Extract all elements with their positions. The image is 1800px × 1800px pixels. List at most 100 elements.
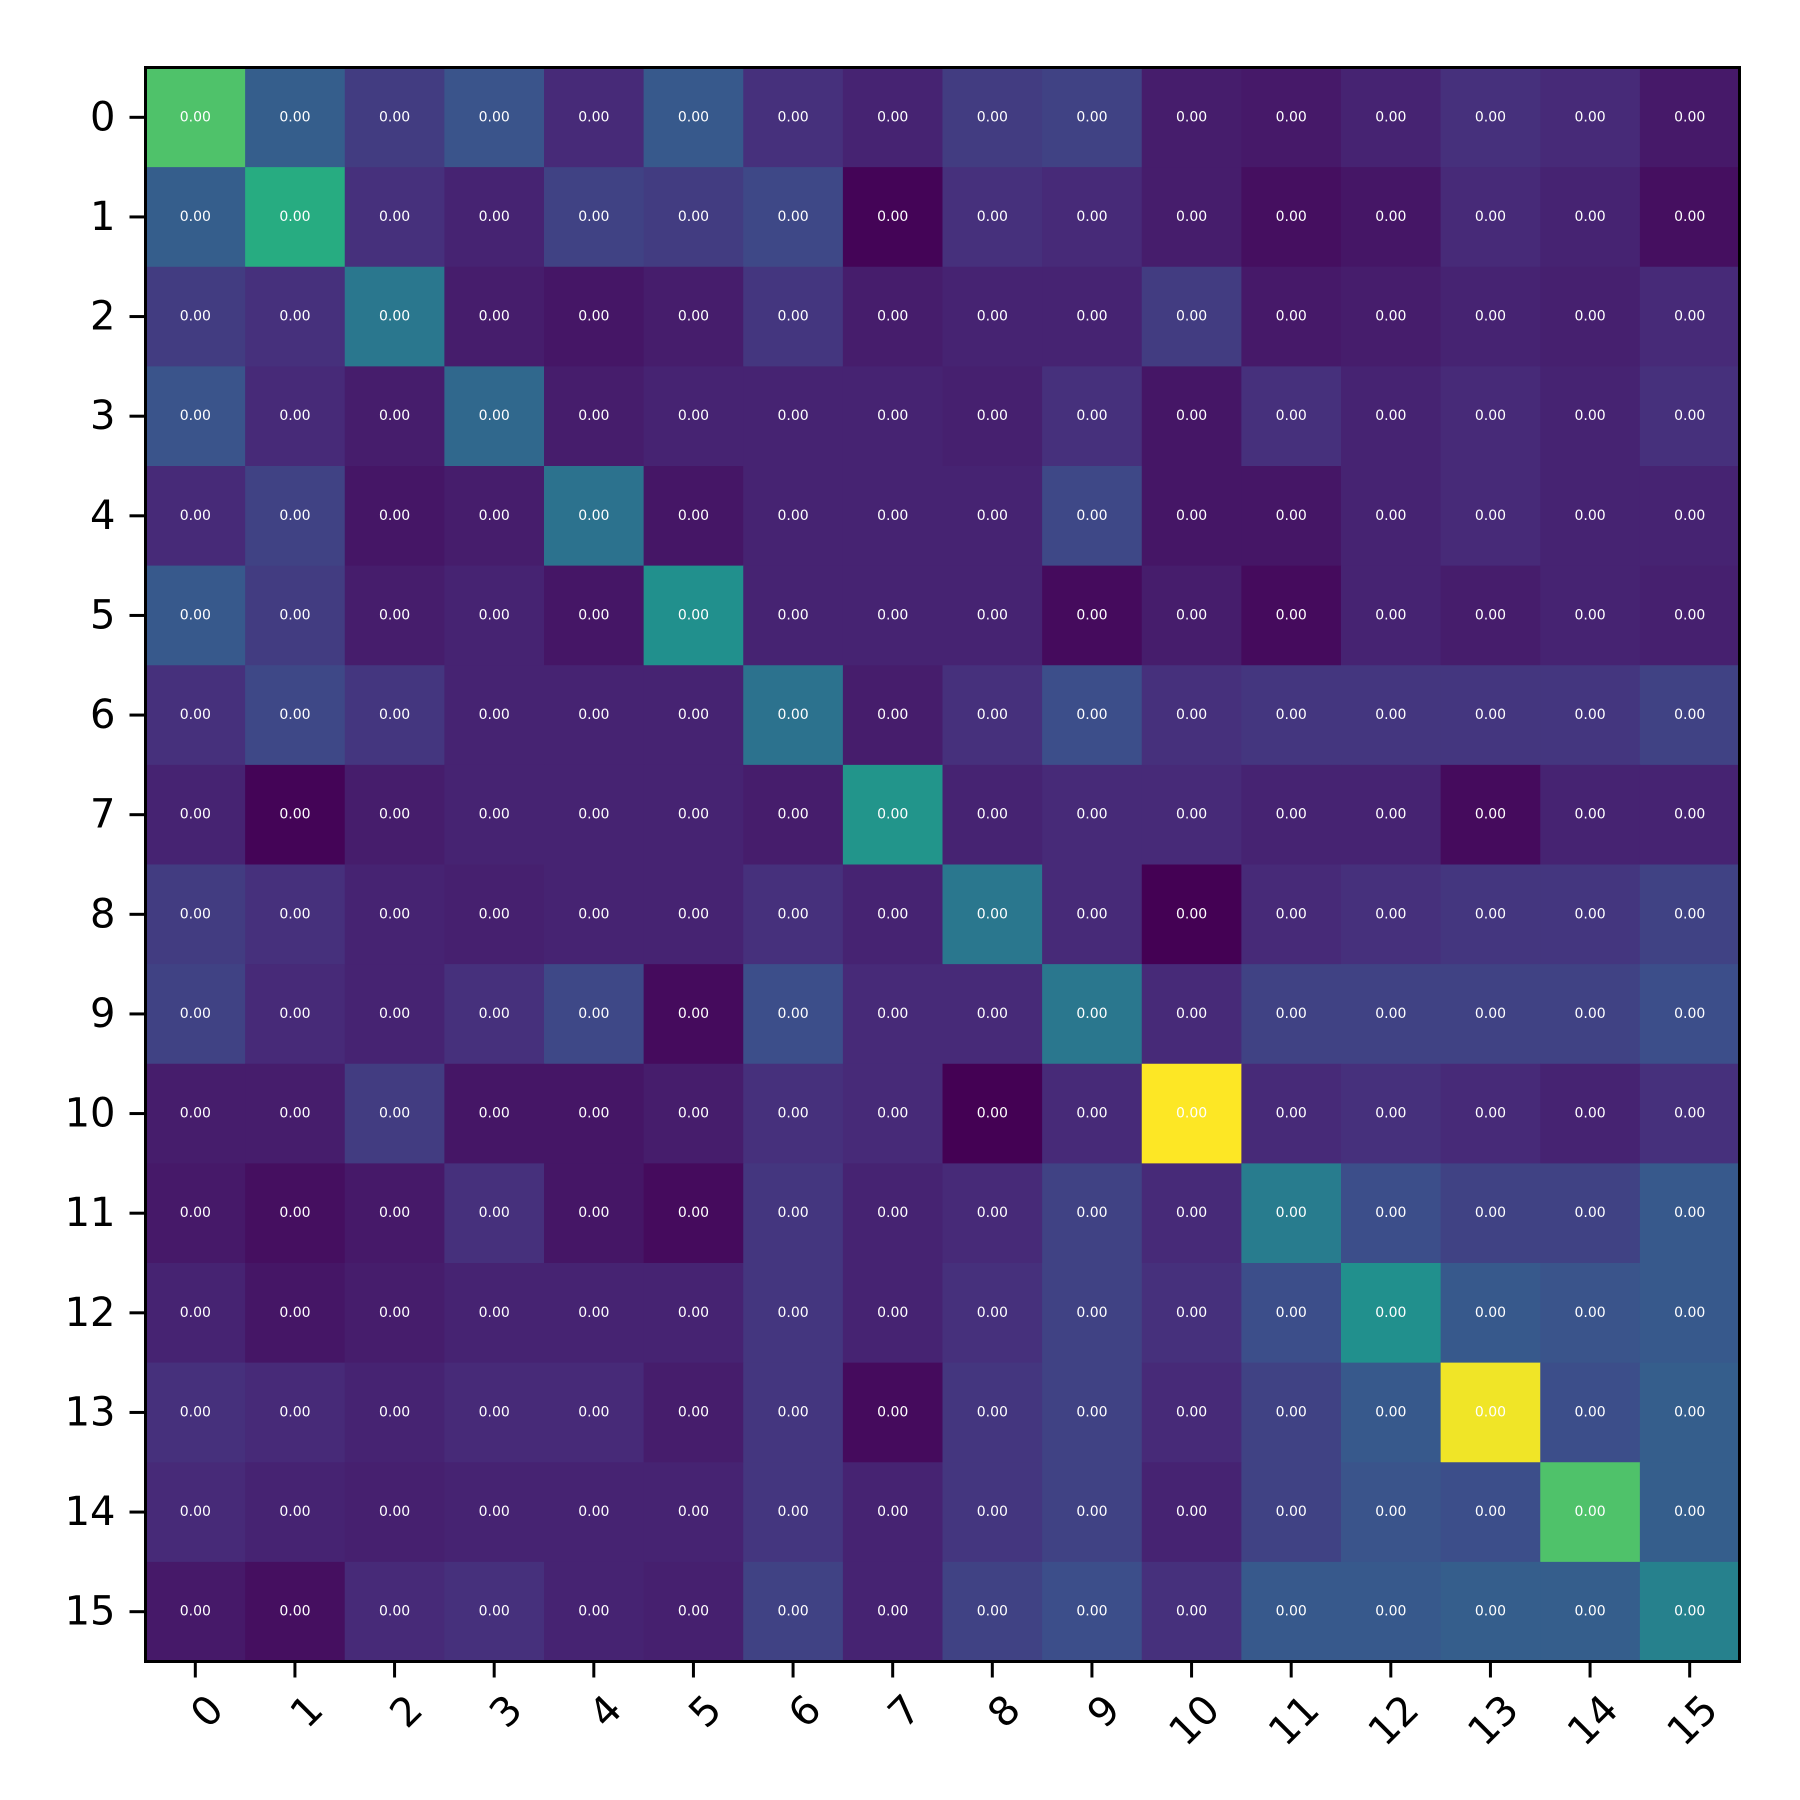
cell-value-label-r0-c0: 0.00 <box>180 109 211 125</box>
x-tick-label-6: 6 <box>780 1686 831 1737</box>
cell-value-label-r2-c14: 0.00 <box>1574 309 1605 325</box>
cell-value-label-r14-c4: 0.00 <box>578 1504 609 1520</box>
heatmap-cell-r12-c14 <box>1540 1263 1641 1364</box>
heatmap-cell-r15-c4 <box>544 1561 645 1662</box>
cell-value-label-r7-c3: 0.00 <box>479 807 510 823</box>
heatmap-cell-r14-c13 <box>1440 1462 1541 1563</box>
cell-value-label-r11-c9: 0.00 <box>1076 1205 1107 1221</box>
cell-value-label-r14-c2: 0.00 <box>379 1504 410 1520</box>
cell-value-label-r10-c3: 0.00 <box>479 1106 510 1122</box>
heatmap-cell-r7-c13 <box>1440 764 1541 865</box>
heatmap-cell-r14-c7 <box>842 1462 943 1563</box>
heatmap-cell-r13-c5 <box>643 1362 744 1463</box>
heatmap-cell-r3-c9 <box>1042 366 1143 467</box>
heatmap-cell-r3-c1 <box>245 366 346 467</box>
heatmap-cell-r13-c13 <box>1440 1362 1541 1463</box>
cell-value-label-r11-c15: 0.00 <box>1674 1205 1705 1221</box>
heatmap-cell-r5-c1 <box>245 565 346 666</box>
cell-value-label-r6-c14: 0.00 <box>1574 707 1605 723</box>
cell-value-label-r3-c0: 0.00 <box>180 408 211 424</box>
heatmap-cell-r13-c11 <box>1241 1362 1342 1463</box>
cell-value-label-r14-c8: 0.00 <box>977 1504 1008 1520</box>
cell-value-label-r8-c3: 0.00 <box>479 906 510 922</box>
x-tick-label-10: 10 <box>1160 1686 1229 1755</box>
cell-value-label-r0-c12: 0.00 <box>1375 109 1406 125</box>
x-tick-label-15: 15 <box>1659 1686 1728 1755</box>
cell-value-label-r12-c11: 0.00 <box>1276 1305 1307 1321</box>
cell-value-label-r5-c9: 0.00 <box>1076 607 1107 623</box>
heatmap-cell-r6-c5 <box>643 665 744 766</box>
cell-value-label-r11-c0: 0.00 <box>180 1205 211 1221</box>
heatmap-cell-r0-c6 <box>743 67 844 168</box>
cell-value-label-r2-c3: 0.00 <box>479 309 510 325</box>
cell-value-label-r10-c0: 0.00 <box>180 1106 211 1122</box>
heatmap-cell-r3-c2 <box>344 366 445 467</box>
heatmap-cell-r12-c4 <box>544 1263 645 1364</box>
cell-value-label-r7-c15: 0.00 <box>1674 807 1705 823</box>
cell-value-label-r3-c2: 0.00 <box>379 408 410 424</box>
heatmap-cell-r1-c3 <box>444 167 545 268</box>
cell-value-label-r5-c7: 0.00 <box>877 607 908 623</box>
heatmap-cell-r6-c10 <box>1141 665 1242 766</box>
heatmap-cell-r15-c5 <box>643 1561 744 1662</box>
heatmap-cell-r13-c6 <box>743 1362 844 1463</box>
cell-value-label-r13-c13: 0.00 <box>1475 1404 1506 1420</box>
cell-value-label-r4-c3: 0.00 <box>479 508 510 524</box>
cell-value-label-r4-c15: 0.00 <box>1674 508 1705 524</box>
cell-value-label-r11-c1: 0.00 <box>279 1205 310 1221</box>
heatmap-cell-r14-c11 <box>1241 1462 1342 1563</box>
plot-frame <box>144 66 1741 1663</box>
heatmap-cell-r8-c10 <box>1141 864 1242 965</box>
x-axis: 0 1 2 3 4 5 6 7 8 9 10 11 12 13 14 15 <box>182 1661 1728 1755</box>
heatmap-cell-r14-c3 <box>444 1462 545 1563</box>
cell-value-label-r2-c0: 0.00 <box>180 309 211 325</box>
heatmap-cell-r10-c2 <box>344 1063 445 1164</box>
heatmap-cell-r7-c14 <box>1540 764 1641 865</box>
cell-value-label-r4-c8: 0.00 <box>977 508 1008 524</box>
cell-value-label-r12-c0: 0.00 <box>180 1305 211 1321</box>
cell-value-label-r9-c11: 0.00 <box>1276 1006 1307 1022</box>
heatmap-cell-r0-c2 <box>344 67 445 168</box>
cell-value-label-r9-c4: 0.00 <box>578 1006 609 1022</box>
cell-value-label-r2-c10: 0.00 <box>1176 309 1207 325</box>
cell-value-label-r0-c10: 0.00 <box>1176 109 1207 125</box>
cell-value-label-r3-c11: 0.00 <box>1276 408 1307 424</box>
cell-value-label-r12-c1: 0.00 <box>279 1305 310 1321</box>
y-tick-label-1: 1 <box>90 194 115 240</box>
heatmap-cell-r2-c8 <box>942 266 1043 367</box>
cell-value-label-r11-c3: 0.00 <box>479 1205 510 1221</box>
cell-value-label-r1-c11: 0.00 <box>1276 209 1307 225</box>
cell-value-label-r3-c9: 0.00 <box>1076 408 1107 424</box>
heatmap-cell-r6-c9 <box>1042 665 1143 766</box>
cell-value-label-r3-c6: 0.00 <box>777 408 808 424</box>
heatmap-cell-r12-c5 <box>643 1263 744 1364</box>
cell-value-label-r8-c15: 0.00 <box>1674 906 1705 922</box>
cell-value-label-r5-c1: 0.00 <box>279 607 310 623</box>
y-tick-label-5: 5 <box>90 592 115 638</box>
heatmap-cell-r4-c5 <box>643 466 744 567</box>
heatmap-cell-r12-c11 <box>1241 1263 1342 1364</box>
cell-value-label-r9-c14: 0.00 <box>1574 1006 1605 1022</box>
heatmap-cell-r0-c3 <box>444 67 545 168</box>
cell-value-label-r5-c2: 0.00 <box>379 607 410 623</box>
heatmap-cell-r1-c8 <box>942 167 1043 268</box>
heatmap-cell-r15-c8 <box>942 1561 1043 1662</box>
cell-value-label-r8-c11: 0.00 <box>1276 906 1307 922</box>
cell-value-label-r13-c8: 0.00 <box>977 1404 1008 1420</box>
heatmap-cell-r3-c7 <box>842 366 943 467</box>
cell-value-label-r10-c8: 0.00 <box>977 1106 1008 1122</box>
heatmap-cell-r13-c10 <box>1141 1362 1242 1463</box>
cell-value-label-r9-c5: 0.00 <box>678 1006 709 1022</box>
heatmap-cell-r13-c14 <box>1540 1362 1641 1463</box>
cell-value-label-r0-c4: 0.00 <box>578 109 609 125</box>
heatmap-cell-r1-c14 <box>1540 167 1641 268</box>
cell-value-label-r4-c11: 0.00 <box>1276 508 1307 524</box>
cell-value-label-r15-c13: 0.00 <box>1475 1604 1506 1620</box>
cell-value-label-r12-c3: 0.00 <box>479 1305 510 1321</box>
heatmap-cell-r7-c3 <box>444 764 545 865</box>
cell-value-label-r15-c10: 0.00 <box>1176 1604 1207 1620</box>
heatmap-cell-r2-c6 <box>743 266 844 367</box>
heatmap-cell-r15-c9 <box>1042 1561 1143 1662</box>
heatmap-cell-r11-c9 <box>1042 1163 1143 1264</box>
heatmap-cell-r3-c8 <box>942 366 1043 467</box>
